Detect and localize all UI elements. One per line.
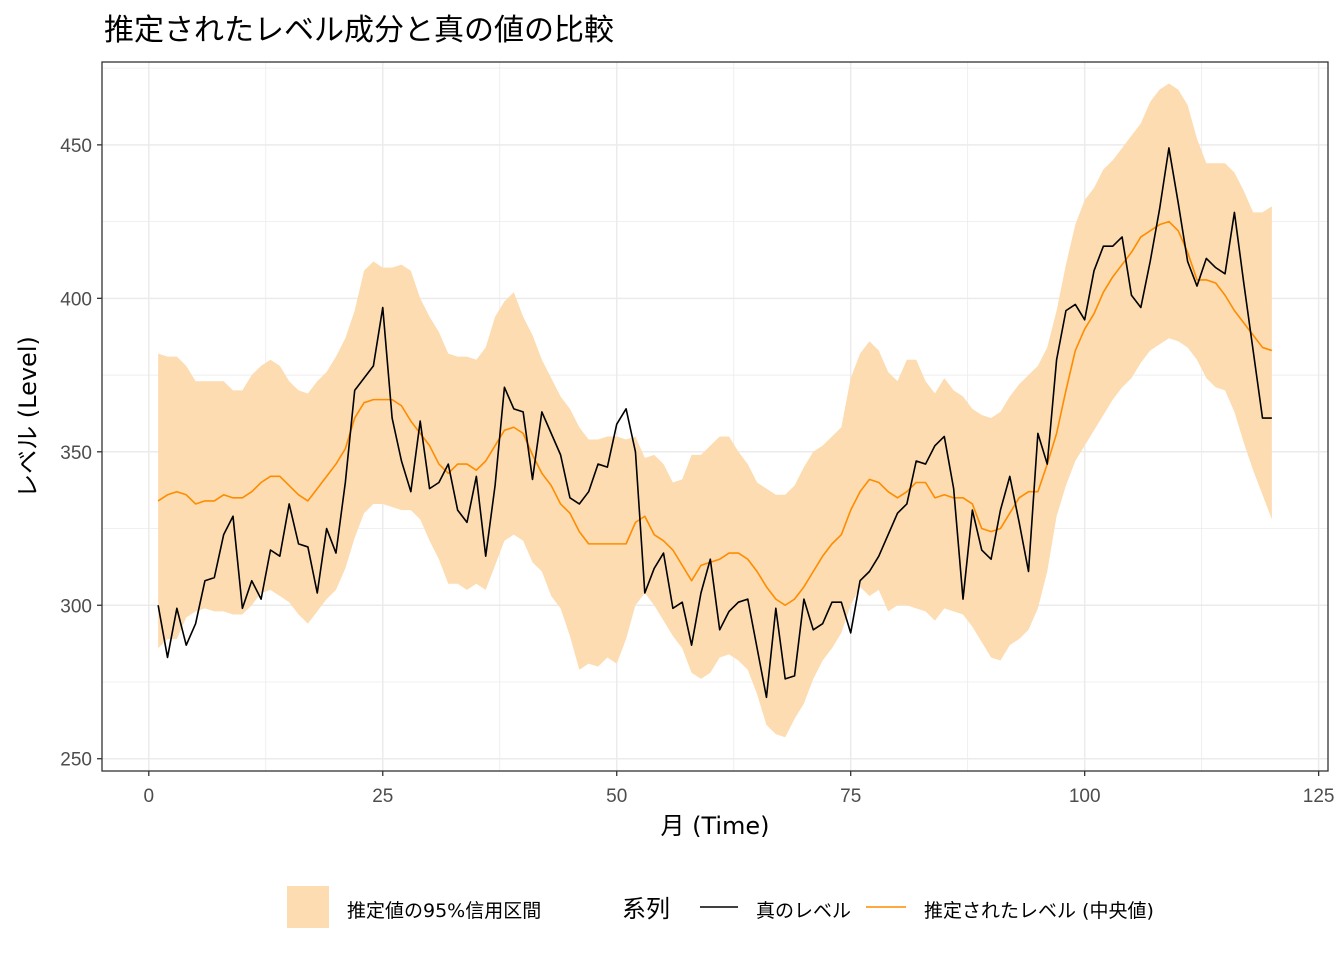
x-tick-label: 100 [1069, 786, 1101, 807]
x-axis-title: 月 (Time) [660, 812, 769, 840]
y-tick-label: 450 [60, 136, 92, 157]
y-tick-label: 300 [60, 596, 92, 617]
x-tick-label: 25 [372, 786, 393, 807]
lines-layer [157, 147, 1273, 699]
y-tick-label: 400 [60, 289, 92, 310]
legend-band-swatch [287, 886, 329, 928]
estimated-level-line [157, 220, 1273, 607]
legend-true-label: 真のレベル [756, 900, 851, 922]
x-tick-label: 75 [840, 786, 861, 807]
chart-title: 推定されたレベル成分と真の値の比較 [104, 13, 614, 48]
x-axis: 0 25 50 75 100 125 [144, 771, 1335, 807]
y-axis: 250 300 350 400 450 [60, 136, 102, 771]
credible-interval-band [158, 83, 1272, 738]
x-tick-label: 50 [606, 786, 627, 807]
true-level-line [157, 147, 1272, 699]
legend: 推定値の95%信用区間 系列 真のレベル 推定されたレベル (中央値) [287, 886, 1154, 928]
y-tick-label: 250 [60, 750, 92, 771]
legend-series-title: 系列 [622, 895, 670, 923]
panel-border [101, 61, 1329, 772]
legend-band-label: 推定値の95%信用区間 [347, 900, 541, 922]
y-axis-title: レベル (Level) [14, 336, 42, 498]
x-tick-label: 0 [144, 786, 155, 807]
legend-est-label: 推定されたレベル (中央値) [924, 900, 1154, 922]
band-layer [158, 83, 1272, 738]
x-tick-label: 125 [1303, 786, 1335, 807]
y-tick-label: 350 [60, 443, 92, 464]
